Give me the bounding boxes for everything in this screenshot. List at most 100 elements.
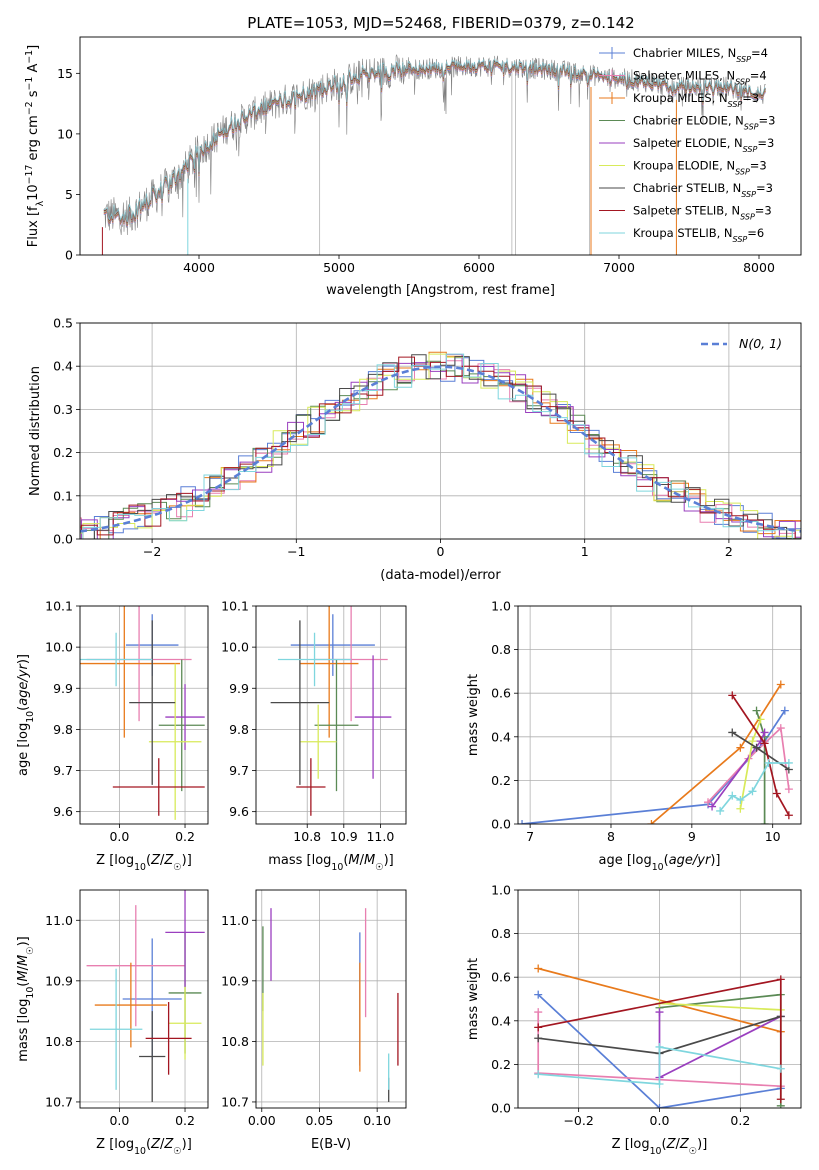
weight-marker-salpeter-stelib xyxy=(760,739,769,748)
weight-marker-chabrier-miles xyxy=(518,820,527,824)
y-tick-label: 9.8 xyxy=(53,722,73,737)
weight-marker-salpeter-stelib xyxy=(534,1023,543,1032)
y-tick-label: 0.2 xyxy=(53,445,73,460)
x-tick-label: 1 xyxy=(581,544,589,559)
weight-line-kroupa-miles xyxy=(650,684,782,824)
weight-marker-kroupa-stelib xyxy=(764,758,773,767)
mass-vs-Z-xlabel: Z [log10(Z/Z☉)] xyxy=(96,1137,192,1157)
x-tick-label: 10.9 xyxy=(330,829,358,844)
y-tick-label: 10.1 xyxy=(221,599,249,614)
mass-vs-ebv-plot-area xyxy=(262,908,399,1102)
y-tick-label: 0.4 xyxy=(491,729,511,744)
residual-histogram-kroupa-stelib xyxy=(80,353,801,539)
weight-marker-salpeter-stelib xyxy=(772,789,781,798)
x-tick-label: 5000 xyxy=(323,260,355,275)
age-vs-Z-ylabel: age [log10(age/yr)] xyxy=(16,654,36,776)
weight-marker-salpeter-miles xyxy=(704,798,713,807)
x-tick-label: 2 xyxy=(725,544,733,559)
y-tick-label: 9.7 xyxy=(229,763,249,778)
y-tick-label: 0.3 xyxy=(53,402,73,417)
y-tick-label: 10.9 xyxy=(45,973,73,988)
x-tick-label: 10 xyxy=(765,829,781,844)
weight-marker-kroupa-stelib xyxy=(716,806,725,815)
residual-plot-area xyxy=(80,351,801,539)
spectrum-legend: Chabrier MILES, NSSP=4 Salpeter MILES, NS… xyxy=(599,46,775,244)
weight-vs-age-xlabel: age [log10(age/yr)] xyxy=(598,853,720,873)
weight-marker-chabrier-miles xyxy=(534,990,543,999)
weight-marker-kroupa-stelib xyxy=(776,1064,785,1073)
weight-marker-salpeter-elodie xyxy=(760,728,769,737)
weight-marker-salpeter-elodie xyxy=(708,802,717,811)
weight-marker-kroupa-stelib xyxy=(655,1042,664,1051)
weight-marker-salpeter-miles xyxy=(776,724,785,733)
x-tick-label: 10.8 xyxy=(293,829,321,844)
weight-marker-kroupa-stelib xyxy=(748,787,757,796)
x-tick-label: −2 xyxy=(143,544,161,559)
spectrum-plot-area xyxy=(101,54,766,255)
weight-marker-chabrier-stelib xyxy=(534,1034,543,1043)
observed-spectrum xyxy=(103,54,766,236)
y-tick-label: 0 xyxy=(65,248,73,263)
y-tick-label: 5 xyxy=(65,187,73,202)
weight-vs-age-plot-area xyxy=(518,680,793,824)
residual-histogram-salpeter-elodie xyxy=(80,353,801,539)
weight-marker-chabrier-miles xyxy=(780,706,789,715)
x-tick-label: 11.0 xyxy=(366,829,394,844)
y-tick-label: 0.5 xyxy=(53,316,73,331)
weight-marker-kroupa-miles xyxy=(736,743,745,752)
legend-entry: Salpeter STELIB, NSSP=3 xyxy=(633,204,772,222)
weight-vs-age-ylabel: mass weight xyxy=(466,674,481,756)
age-vs-mass-plot-area xyxy=(270,606,392,816)
weight-marker-kroupa-miles xyxy=(776,680,785,689)
legend-entry: N(0, 1) xyxy=(739,336,782,351)
residual-histogram-kroupa-miles xyxy=(80,351,801,539)
y-tick-label: 0.0 xyxy=(53,532,73,547)
x-tick-label: −0.2 xyxy=(563,1113,593,1128)
y-tick-label: 0.8 xyxy=(491,642,511,657)
weight-marker-chabrier-stelib xyxy=(752,743,761,752)
weight-marker-chabrier-stelib xyxy=(728,728,737,737)
weight-marker-kroupa-miles xyxy=(647,820,656,824)
legend-entry: Salpeter MILES, NSSP=4 xyxy=(633,69,767,87)
weight-marker-kroupa-miles xyxy=(534,964,543,973)
x-tick-label: 4000 xyxy=(183,260,215,275)
weight-vs-Z-frame xyxy=(517,889,802,1109)
residuals-axes: −2 −1 0 1 2 0.0 0.1 0.2 0.3 0.4 0.5 xyxy=(53,316,801,559)
x-tick-label: 6000 xyxy=(463,260,495,275)
y-tick-label: 10.1 xyxy=(45,599,73,614)
y-tick-label: 15 xyxy=(57,66,73,81)
weight-vs-age-frame xyxy=(517,605,802,825)
y-tick-label: 9.9 xyxy=(53,681,73,696)
x-tick-label: 0.10 xyxy=(363,1113,391,1128)
mass-vs-Z-ylabel: mass [log10(M/M☉)] xyxy=(16,936,36,1062)
y-tick-label: 0.4 xyxy=(491,1013,511,1028)
weight-marker-salpeter-elodie xyxy=(655,1008,664,1017)
weight-marker-kroupa-stelib xyxy=(736,796,745,805)
legend-entry: Salpeter ELODIE, NSSP=3 xyxy=(633,136,774,154)
spectrum-axes: 4000 5000 6000 7000 8000 0 5 10 15 xyxy=(57,66,775,275)
spectrum-xlabel: wavelength [Angstrom, rest frame] xyxy=(326,283,555,298)
weight-vs-Z-plot-area xyxy=(534,964,785,1108)
residuals-frame xyxy=(79,322,802,540)
weight-marker-kroupa-elodie xyxy=(748,737,757,746)
weight-line-kroupa-stelib xyxy=(719,762,789,812)
y-tick-label: 9.6 xyxy=(229,804,249,819)
weight-marker-salpeter-stelib xyxy=(784,811,793,820)
y-tick-label: 10.9 xyxy=(221,973,249,988)
y-tick-label: 0.6 xyxy=(491,970,511,985)
weight-marker-kroupa-stelib xyxy=(534,1070,543,1079)
y-tick-label: 9.7 xyxy=(53,763,73,778)
weight-marker-kroupa-stelib xyxy=(728,791,737,800)
y-tick-label: 1.0 xyxy=(491,883,511,898)
age-vs-Z-xlabel: Z [log10(Z/Z☉)] xyxy=(96,853,192,873)
legend-entry: Chabrier MILES, NSSP=4 xyxy=(633,46,768,64)
y-tick-label: 9.8 xyxy=(229,722,249,737)
x-tick-label: 7000 xyxy=(603,260,635,275)
x-tick-label: 0 xyxy=(437,544,445,559)
weight-line-chabrier-miles xyxy=(537,993,781,1108)
weight-marker-salpeter-stelib xyxy=(776,975,785,984)
mass-vs-Z-frame xyxy=(79,889,209,1109)
x-tick-label: 9 xyxy=(688,829,696,844)
y-tick-label: 0.4 xyxy=(53,359,73,374)
